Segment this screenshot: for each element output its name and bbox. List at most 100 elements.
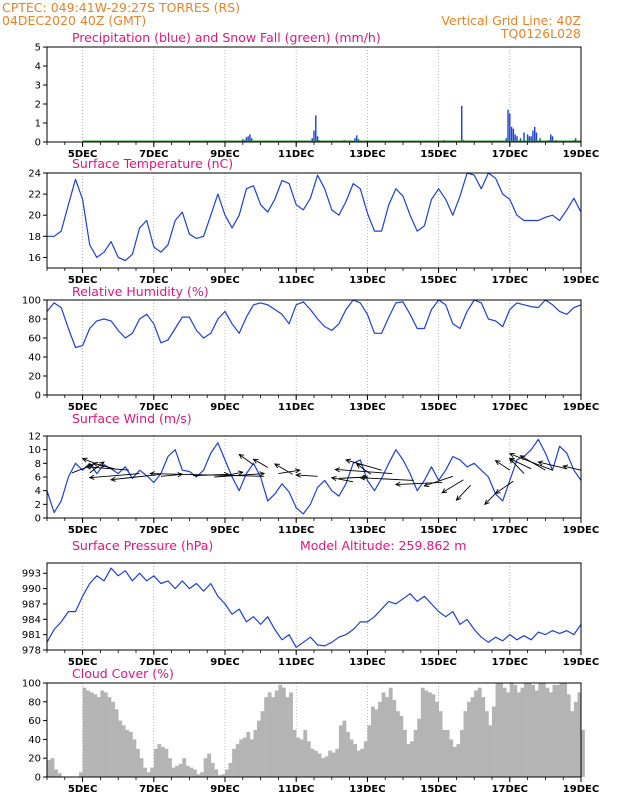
cloud-bar — [125, 730, 130, 777]
header: CPTEC: 049:41W-29:27S TORRES (RS) 04DEC2… — [2, 0, 581, 41]
cloud-bar — [185, 765, 190, 777]
wind-arrow — [538, 461, 567, 470]
y-tick-label: 0 — [35, 391, 41, 402]
y-tick-label: 0 — [35, 138, 41, 149]
cloud-bar — [225, 769, 229, 777]
y-tick-label: 100 — [22, 296, 41, 307]
wind-arrowhead — [423, 482, 430, 487]
cloud-bar — [82, 687, 87, 777]
wind-arrow — [395, 482, 443, 485]
cloud-bar — [499, 683, 503, 777]
cloud-bar — [563, 683, 568, 777]
cloud-bar — [207, 753, 212, 777]
cloud-bar — [192, 769, 197, 777]
cloud-bar — [210, 762, 215, 777]
x-tick-label: 11DEC — [278, 525, 314, 536]
cloud-bar — [456, 744, 461, 777]
cloud-bar — [289, 692, 293, 777]
cloud-bar — [221, 774, 226, 777]
wind-arrow — [335, 469, 393, 475]
x-tick-label: 5DEC — [68, 275, 97, 286]
x-tick-label: 17DEC — [492, 784, 528, 795]
precip-bar — [516, 136, 518, 142]
cloud-bar — [474, 690, 479, 777]
x-tick-label: 13DEC — [349, 525, 385, 536]
x-tick-label: 13DEC — [349, 657, 385, 668]
wind-arrowhead — [273, 463, 280, 469]
wind-arrow — [441, 479, 464, 494]
cloud-bar — [495, 683, 500, 777]
cloud-bar — [331, 752, 336, 777]
cloud-bar — [424, 690, 429, 777]
cloud-bar — [467, 701, 471, 777]
y-tick-label: 2 — [35, 500, 41, 511]
cloud-bar — [164, 748, 169, 777]
cloud-bar — [438, 711, 443, 777]
wind-arrow — [509, 458, 532, 470]
cloud-bar — [449, 739, 454, 777]
cloud-bar — [570, 711, 575, 777]
cloud-bar — [178, 763, 183, 777]
wind-arrowhead — [484, 499, 490, 506]
y-tick-label: 20 — [28, 754, 41, 765]
series-line — [47, 172, 582, 262]
cloud-bar — [381, 692, 386, 777]
cloud-bar — [346, 731, 350, 777]
cloud-bar — [545, 687, 550, 777]
cloud-bar — [303, 730, 308, 777]
wind-arrowhead — [508, 458, 515, 463]
cloud-bar — [136, 748, 140, 777]
y-tick-label: 16 — [28, 253, 41, 264]
cloud-bar — [89, 692, 94, 777]
wind-arrow — [356, 463, 372, 475]
location-title: CPTEC: 049:41W-29:27S TORRES (RS) — [2, 0, 240, 15]
cloud-bar — [153, 748, 158, 777]
y-tick-label: 20 — [28, 372, 41, 383]
cloud-bar — [516, 692, 521, 777]
run-date: 04DEC2020 40Z (GMT) — [2, 13, 146, 28]
cloud-bar — [271, 697, 276, 777]
y-tick-label: 24 — [28, 169, 41, 180]
panel-1: Precipitation (blue) and Snow Fall (gree… — [35, 30, 600, 160]
cloud-bar — [513, 684, 518, 777]
panel-3: Relative Humidity (%) 0 20 40 60 80 100 5DEC 7DE… — [22, 284, 599, 413]
wind-arrow — [360, 477, 414, 481]
series-line — [46, 299, 582, 349]
cloud-bar — [492, 706, 496, 777]
cloud-bar — [506, 692, 511, 777]
cloud-bar — [420, 687, 425, 777]
y-tick-label: 60 — [28, 334, 41, 345]
panel-6: Cloud Cover (%) 0 20 40 60 80 100 5DEC 7DEC 9DEC 1… — [22, 666, 599, 795]
cloud-bar — [100, 690, 105, 777]
cloud-bar — [363, 741, 368, 777]
cloud-bar — [242, 737, 247, 777]
cloud-bar — [267, 692, 272, 777]
cloud-bar — [403, 730, 407, 777]
cloud-bar — [93, 694, 98, 777]
x-tick-label: 11DEC — [278, 275, 314, 286]
cloud-bar — [435, 701, 439, 777]
precip-bar — [514, 134, 516, 142]
precip-bar — [354, 138, 356, 142]
cloud-bar — [235, 744, 240, 777]
cloud-bar — [79, 772, 83, 777]
cloud-bar — [321, 758, 325, 777]
x-tick-label: 13DEC — [349, 784, 385, 795]
x-tick-label: 11DEC — [278, 402, 314, 413]
precip-bar — [507, 109, 509, 142]
wind-arrowhead — [294, 468, 301, 474]
wind-arrow — [424, 475, 453, 487]
x-tick-label: 15DEC — [420, 784, 456, 795]
x-tick-label: 15DEC — [420, 657, 456, 668]
cloud-bar — [217, 775, 222, 777]
cloud-bar — [196, 774, 201, 777]
cloud-bar — [427, 692, 432, 777]
y-tick-label: 978 — [22, 646, 41, 657]
y-tick-label: 987 — [22, 599, 41, 610]
precip-bar — [250, 138, 253, 142]
x-tick-label: 17DEC — [492, 525, 528, 536]
x-tick-label: 13DEC — [349, 275, 385, 286]
wind-arrow — [93, 462, 115, 470]
x-tick-label: 7DEC — [139, 657, 168, 668]
